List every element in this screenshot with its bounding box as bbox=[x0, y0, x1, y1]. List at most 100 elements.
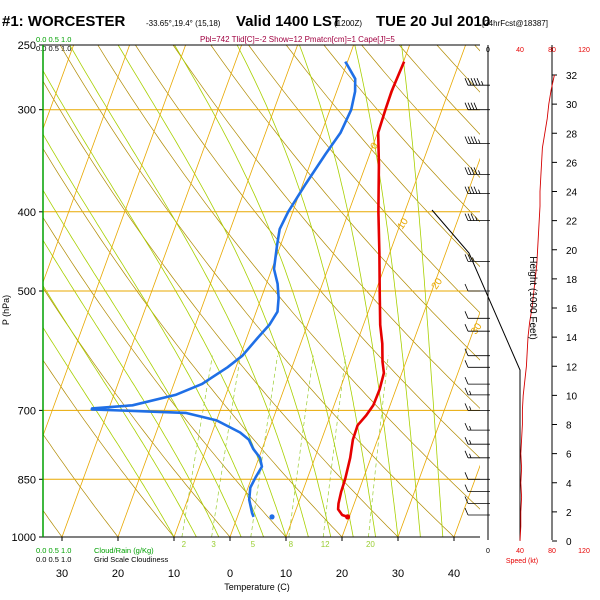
wind-barb bbox=[464, 403, 490, 411]
wind-barb bbox=[464, 167, 490, 175]
wind-barb-half-feather bbox=[481, 81, 484, 86]
height-tick-label: 16 bbox=[566, 304, 578, 315]
speed-axis-title: Speed (kt) bbox=[506, 558, 538, 565]
pressure-tick-label: 1000 bbox=[12, 532, 36, 544]
wind-barb bbox=[464, 376, 490, 385]
wind-barb bbox=[464, 360, 490, 368]
grid-cloud-scale-bottom: 0.0 0.5 1.0 bbox=[36, 555, 71, 564]
wind-barb bbox=[464, 324, 490, 332]
wind-barb-half-feather bbox=[469, 453, 472, 458]
wind-barb-feather bbox=[470, 213, 475, 221]
wind-barb-feather bbox=[473, 78, 478, 86]
speed-tick-label: 120 bbox=[578, 47, 590, 54]
wind-barb-feather bbox=[467, 254, 472, 262]
valid-date: TUE 20 Jul 2010 bbox=[376, 13, 490, 30]
wind-barb-feather bbox=[467, 186, 472, 194]
wind-barb-feather bbox=[467, 78, 472, 86]
wind-barb-feather bbox=[467, 167, 472, 175]
moist-adiabat-line bbox=[43, 69, 287, 537]
valid-time: Valid 1400 LST bbox=[236, 13, 341, 30]
speed-tick-label: 40 bbox=[516, 548, 524, 555]
moist-adiabat-line bbox=[401, 45, 444, 537]
dry-adiabat-line bbox=[512, 45, 600, 537]
mixing-ratio-line bbox=[322, 355, 347, 537]
cloud-water-scale-top: 0.0 0.5 1.0 bbox=[36, 35, 71, 44]
mixing-ratio-line bbox=[250, 355, 278, 537]
speed-tick-label: 120 bbox=[578, 548, 590, 555]
pressure-tick-label: 300 bbox=[18, 105, 36, 117]
surface-dewpoint-marker bbox=[269, 514, 275, 520]
wind-barb-feather bbox=[464, 437, 469, 445]
dewpoint-trace bbox=[90, 60, 357, 518]
mixing-ratio-label: 20 bbox=[366, 540, 375, 549]
isotherm-line bbox=[397, 311, 480, 537]
height-tick-label: 8 bbox=[566, 421, 572, 432]
pressure-tick-label: 500 bbox=[18, 286, 36, 298]
wind-barb-feather bbox=[464, 422, 469, 431]
wind-barb-feather bbox=[464, 348, 469, 356]
wind-barb-half-feather bbox=[469, 390, 472, 396]
y-axis-title: P (hPa) bbox=[1, 295, 11, 325]
isotherm-line bbox=[43, 45, 130, 284]
moist-adiabat-line bbox=[43, 133, 264, 537]
moist-adiabat-line bbox=[174, 45, 354, 537]
height-tick-label: 28 bbox=[566, 129, 578, 140]
axis-ticks: 30 20 10 0 10 20 30 40 bbox=[56, 537, 460, 580]
dry-adiabat-line bbox=[43, 359, 175, 537]
dry-adiabat-line bbox=[43, 433, 119, 537]
dry-adiabat-line bbox=[323, 45, 480, 223]
wind-barb-feather bbox=[464, 213, 469, 221]
pressure-tick-label: 700 bbox=[18, 405, 36, 417]
wind-barb-feather bbox=[464, 360, 469, 368]
height-tick-label: 32 bbox=[566, 71, 578, 82]
moist-adiabat-line bbox=[69, 45, 309, 537]
surface-temperature-marker bbox=[345, 514, 351, 520]
dry-adiabat-line bbox=[43, 80, 399, 537]
wind-barb-feather bbox=[467, 213, 472, 221]
stability-indices: Pbl=742 Tlid[C]=-2 Show=12 Pmatcn[cm]=1 … bbox=[200, 35, 395, 44]
pressure-tick-label: 850 bbox=[18, 474, 36, 486]
height-tick-label: 12 bbox=[566, 362, 578, 373]
wind-barb-feather bbox=[470, 136, 475, 144]
wind-barb-feather bbox=[464, 78, 469, 86]
wind-barb-feather bbox=[464, 283, 469, 292]
dry-adiabat-line bbox=[43, 287, 231, 537]
isotherm-label: 30 bbox=[469, 321, 485, 337]
wind-speed-height-curve bbox=[519, 74, 555, 542]
height-tick-label: 14 bbox=[566, 333, 578, 344]
wind-barb bbox=[464, 136, 490, 144]
height-tick-label: 24 bbox=[566, 188, 578, 199]
wind-barb bbox=[464, 484, 490, 493]
temperature-trace bbox=[336, 61, 406, 519]
moist-adiabat-line bbox=[43, 239, 220, 537]
height-tick-label: 30 bbox=[566, 100, 578, 111]
wind-barb-feather bbox=[470, 186, 475, 194]
wind-barb-half-feather bbox=[469, 406, 472, 411]
wind-barb-feather bbox=[467, 102, 472, 110]
wind-barb bbox=[464, 348, 490, 357]
wind-barb-feather bbox=[464, 254, 469, 262]
wind-barb-half-feather bbox=[469, 440, 472, 445]
wind-barb-feather bbox=[470, 78, 475, 86]
height-tick-label: 10 bbox=[566, 391, 578, 402]
temperature-tick-label: 0 bbox=[227, 568, 233, 580]
plot-right-boundary bbox=[431, 209, 521, 540]
wind-barb-feather bbox=[464, 387, 469, 396]
speed-tick-label: 0 bbox=[486, 548, 490, 555]
wind-barb-half-feather bbox=[478, 189, 481, 194]
mixing-ratio-label: 5 bbox=[251, 540, 256, 549]
wind-barb bbox=[464, 507, 490, 516]
dry-adiabat-line bbox=[550, 45, 600, 537]
wind-barb bbox=[464, 496, 490, 504]
wind-barb-feather bbox=[473, 102, 478, 110]
cloud-rain-legend: Cloud/Rain (g/Kg) bbox=[94, 546, 154, 555]
wind-barb-feather bbox=[470, 167, 475, 175]
wind-barb bbox=[464, 422, 490, 431]
temperature-tick-label: 30 bbox=[392, 568, 404, 580]
wind-barb-feather bbox=[473, 167, 478, 175]
speed-height-panel: 0 40 80 1200 40 80 120024681012141618202224262… bbox=[486, 47, 590, 555]
wind-barb-feather bbox=[476, 78, 481, 86]
utc-time: (1200Z) bbox=[334, 19, 362, 28]
height-tick-label: 4 bbox=[566, 479, 572, 490]
